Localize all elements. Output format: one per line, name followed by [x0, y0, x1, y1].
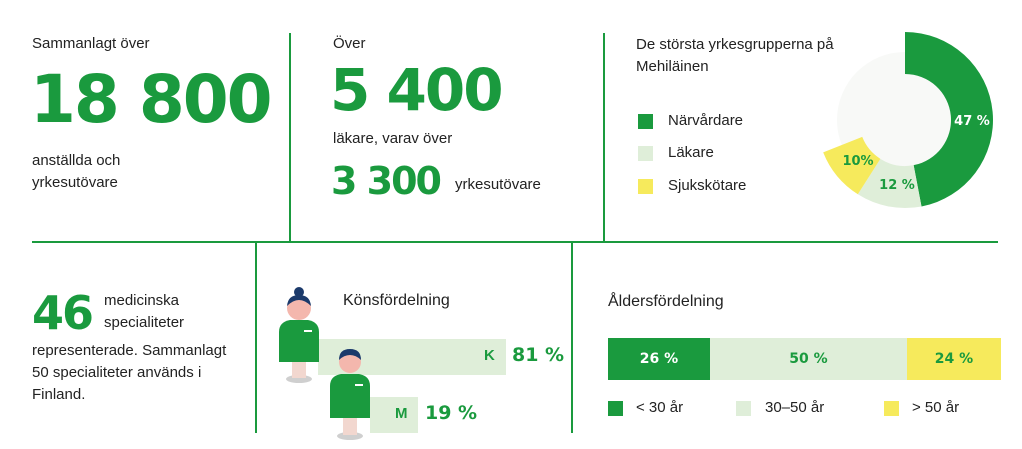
gender-male-value: 19 % — [425, 402, 478, 424]
divider-horizontal — [32, 241, 998, 243]
donut-chart: 47 % 12 % 10% — [823, 32, 994, 209]
age-title: Åldersfördelning — [608, 293, 724, 310]
specialties-caption-rest: representerade. Sammanlagt 50 specialite… — [32, 342, 227, 403]
female-figure-icon — [279, 287, 319, 383]
doctors-prefix: Över — [333, 35, 366, 52]
divider-top-1 — [289, 33, 291, 241]
legend-label-0: Närvårdare — [668, 112, 744, 129]
male-figure-icon — [330, 349, 370, 440]
age-legend-label-0: < 30 år — [636, 399, 684, 416]
donut-label-2: 10% — [842, 154, 873, 169]
doctors-sub-value: 3 300 — [331, 159, 442, 203]
legend-label-2: Sjukskötare — [668, 177, 747, 194]
legend-swatch-2 — [638, 179, 653, 194]
donut-slice-narvardare — [905, 32, 994, 207]
donut-slice-sjukskotare — [823, 136, 881, 195]
legend-label-1: Läkare — [668, 144, 714, 161]
donut-title: De största yrkesgrupperna på Mehiläinen — [636, 36, 834, 75]
divider-bottom-1 — [255, 243, 257, 433]
legend-swatch-1 — [638, 146, 653, 161]
legend-swatch-0 — [638, 114, 653, 129]
gender-female-value: 81 % — [512, 344, 565, 366]
age-legend-label-2: > 50 år — [912, 399, 960, 416]
gender-title: Könsfördelning — [343, 292, 450, 309]
gender-male-letter: M — [395, 405, 408, 422]
age-legend-label-1: 30–50 år — [765, 399, 825, 416]
age-bar: 26 % 50 % 24 % — [608, 338, 1001, 380]
age-legend-swatch-0 — [608, 401, 623, 416]
age-legend-swatch-2 — [884, 401, 899, 416]
specialties-value: 46 — [32, 286, 94, 340]
age-segment-under-30: 26 % — [608, 338, 710, 380]
gender-bar-male — [370, 397, 418, 433]
doctors-value: 5 400 — [330, 56, 504, 124]
employees-value: 18 800 — [30, 61, 273, 138]
age-segment-over-50: 24 % — [907, 338, 1001, 380]
employees-caption: anställda och yrkesutövare — [32, 152, 121, 191]
doctors-sub-caption: yrkesutövare — [455, 176, 541, 193]
age-segment-30-50: 50 % — [710, 338, 907, 380]
doctors-caption: läkare, varav över — [333, 130, 453, 147]
age-legend-swatch-1 — [736, 401, 751, 416]
donut-label-1: 12 % — [879, 178, 915, 193]
specialties-caption-top: medicinska specialiteter — [104, 292, 185, 331]
gender-female-letter: K — [484, 347, 495, 364]
donut-label-0: 47 % — [954, 114, 990, 129]
donut-slice-lakare — [857, 158, 922, 209]
divider-top-2 — [603, 33, 605, 241]
employees-prefix: Sammanlagt över — [32, 35, 150, 52]
divider-bottom-2 — [571, 243, 573, 433]
